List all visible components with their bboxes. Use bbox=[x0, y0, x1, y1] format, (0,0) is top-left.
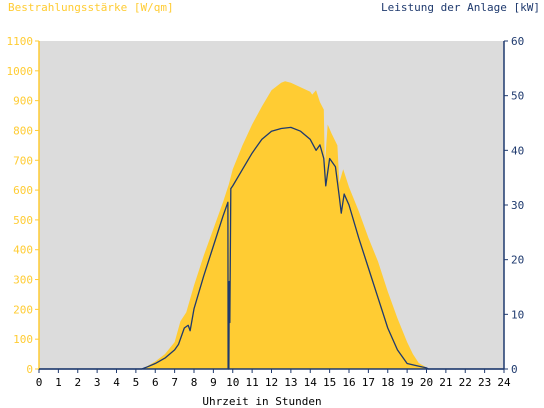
x-axis-ticks: 0 1 2 3 4 5 6 7 8 9 10 11 12 13 14 15 16 17 18 19 20 21 22 23 24 bbox=[36, 369, 511, 389]
left-tick-label: 900 bbox=[13, 95, 33, 108]
right-tick-label: 50 bbox=[511, 90, 524, 103]
x-tick-label: 13 bbox=[284, 376, 297, 389]
left-tick-label: 500 bbox=[13, 214, 33, 227]
x-tick-label: 0 bbox=[36, 376, 43, 389]
irradiance-area bbox=[39, 81, 504, 369]
x-tick-label: 19 bbox=[401, 376, 414, 389]
x-tick-label: 14 bbox=[304, 376, 318, 389]
right-axis-title: Leistung der Anlage [kW] bbox=[381, 1, 540, 14]
left-tick-label: 0 bbox=[26, 363, 33, 376]
left-tick-label: 100 bbox=[13, 333, 33, 346]
x-tick-label: 12 bbox=[265, 376, 278, 389]
x-tick-label: 8 bbox=[191, 376, 198, 389]
right-tick-label: 0 bbox=[511, 363, 518, 376]
left-tick-label: 700 bbox=[13, 154, 33, 167]
left-axis-ticks: 0 100 200 300 400 500 600 700 800 900 1000 1100 bbox=[7, 35, 39, 376]
x-tick-label: 24 bbox=[497, 376, 511, 389]
x-tick-label: 2 bbox=[74, 376, 81, 389]
x-tick-label: 4 bbox=[113, 376, 120, 389]
left-tick-label: 800 bbox=[13, 124, 33, 137]
left-tick-label: 400 bbox=[13, 244, 33, 257]
left-axis-title: Bestrahlungsstärke [W/qm] bbox=[8, 1, 174, 14]
power-line bbox=[39, 126, 504, 370]
x-tick-label: 10 bbox=[226, 376, 239, 389]
x-tick-label: 5 bbox=[133, 376, 140, 389]
right-tick-label: 30 bbox=[511, 199, 524, 212]
right-tick-label: 20 bbox=[511, 254, 524, 267]
x-tick-label: 7 bbox=[171, 376, 178, 389]
x-tick-label: 15 bbox=[323, 376, 336, 389]
x-tick-label: 23 bbox=[478, 376, 491, 389]
x-tick-label: 9 bbox=[210, 376, 217, 389]
right-tick-label: 10 bbox=[511, 308, 524, 321]
right-tick-label: 40 bbox=[511, 144, 524, 157]
power-line-layer bbox=[39, 126, 504, 370]
x-tick-label: 11 bbox=[246, 376, 259, 389]
x-tick-label: 20 bbox=[420, 376, 433, 389]
left-tick-label: 1100 bbox=[7, 35, 34, 48]
x-tick-label: 16 bbox=[342, 376, 355, 389]
x-tick-label: 21 bbox=[439, 376, 452, 389]
x-tick-label: 3 bbox=[94, 376, 101, 389]
x-tick-label: 6 bbox=[152, 376, 159, 389]
right-axis-ticks: 0 10 20 30 40 50 60 bbox=[504, 35, 524, 376]
x-tick-label: 22 bbox=[459, 376, 472, 389]
x-tick-label: 17 bbox=[362, 376, 375, 389]
x-tick-label: 1 bbox=[55, 376, 62, 389]
x-axis-label: Uhrzeit in Stunden bbox=[202, 395, 321, 408]
irradiance-area-layer bbox=[39, 81, 504, 369]
right-tick-label: 60 bbox=[511, 35, 524, 48]
left-tick-label: 1000 bbox=[7, 65, 34, 78]
left-tick-label: 300 bbox=[13, 274, 33, 287]
left-tick-label: 200 bbox=[13, 303, 33, 316]
x-tick-label: 18 bbox=[381, 376, 394, 389]
left-tick-label: 600 bbox=[13, 184, 33, 197]
